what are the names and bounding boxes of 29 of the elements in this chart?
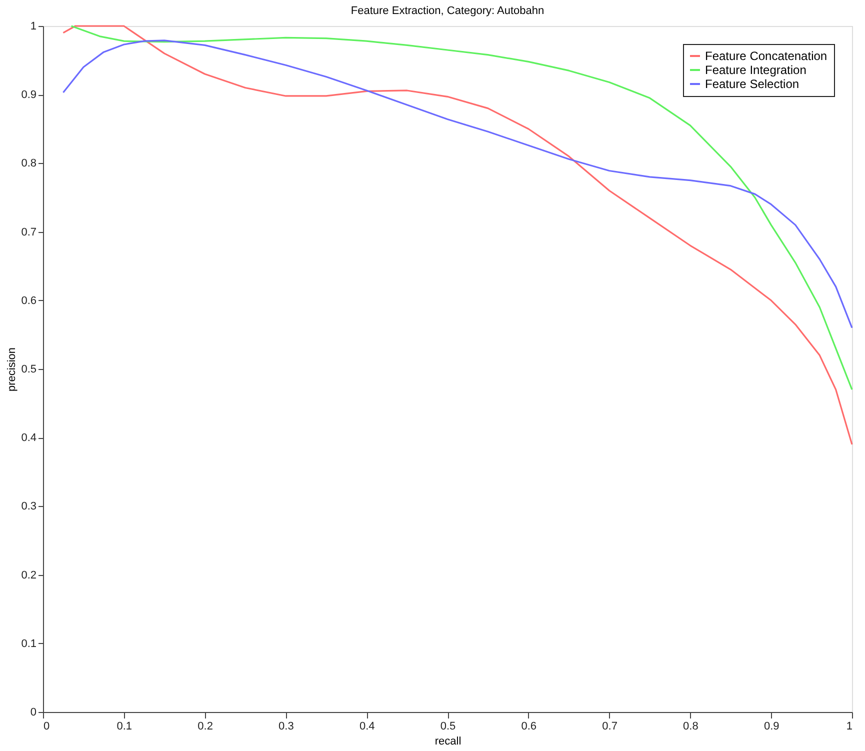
y-tick-label: 0.4 [21,432,36,444]
x-tick-label: 0 [44,720,50,732]
chart-title: Feature Extraction, Category: Autobahn [350,5,544,17]
x-axis-title: recall [434,736,462,748]
x-tick-label: 1 [846,720,852,732]
line-series [62,40,853,329]
x-tick-label: 0.5 [440,720,456,732]
y-tick-label: 0.5 [21,364,36,376]
y-axis-title: precision [6,347,18,392]
x-tick-label: 0.4 [359,720,375,732]
x-tick-label: 0.8 [683,720,698,732]
y-tick-label: 0 [30,706,36,718]
y-tick-label: 0.8 [21,158,36,170]
y-tick-label: 0.9 [21,89,36,102]
y-tick-label: 0.3 [21,500,36,513]
x-tick-label: 0.6 [521,720,537,732]
x-tick-label: 0.1 [116,720,132,732]
y-tick-label: 0.1 [21,638,36,650]
x-tick-label: 0.2 [198,720,213,732]
legend-label: Feature Integration [705,63,806,77]
legend-label: Feature Selection [705,77,800,91]
y-tick-label: 0.2 [21,569,36,582]
x-tick-label: 0.9 [764,720,780,732]
y-tick-label: 0.7 [21,226,36,238]
x-tick-label: 0.7 [602,720,618,732]
legend-label: Feature Concatenation [705,49,828,63]
y-tick-label: 0.6 [21,294,36,307]
y-tick-label: 1 [30,20,36,32]
x-tick-label: 0.3 [278,720,294,732]
